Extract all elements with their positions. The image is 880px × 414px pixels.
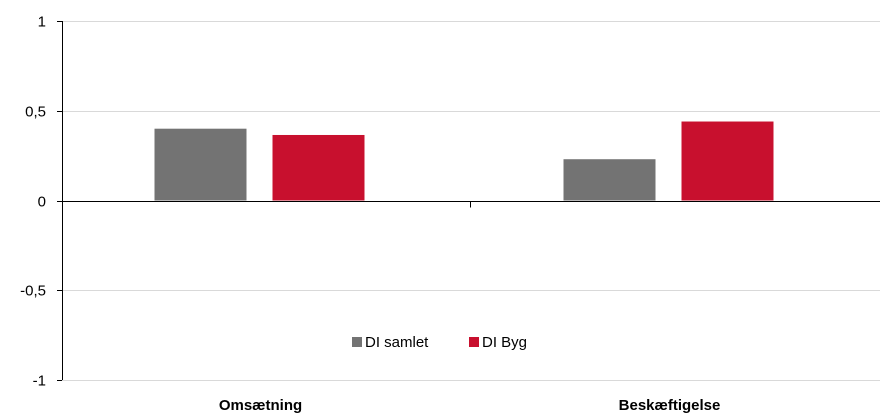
category-label: Omsætning <box>219 397 302 414</box>
legend-label-di-byg: DI Byg <box>482 334 527 351</box>
bar-di-byg-1 <box>681 121 774 201</box>
y-tick-label: -1 <box>33 373 46 390</box>
category-label: Beskæftigelse <box>619 397 721 414</box>
y-tick-label: 0 <box>38 194 46 211</box>
bar-di-samlet-0 <box>154 128 247 201</box>
axes <box>57 21 880 381</box>
bar-di-byg-0 <box>272 134 365 201</box>
gridlines <box>62 21 880 381</box>
y-tick-label: 0,5 <box>25 104 46 121</box>
y-tick-label: 1 <box>38 14 46 31</box>
legend-swatch-di-samlet <box>352 337 362 347</box>
legend-label-di-samlet: DI samlet <box>365 334 429 351</box>
bar-di-samlet-1 <box>563 159 656 201</box>
y-tick-labels: 1 0,5 0 -0,5 -1 <box>20 14 46 390</box>
bars <box>154 121 774 201</box>
y-tick-label: -0,5 <box>20 283 46 300</box>
legend: DI samlet DI Byg <box>352 334 527 351</box>
category-labels: Omsætning Beskæftigelse <box>219 397 721 414</box>
legend-swatch-di-byg <box>469 337 479 347</box>
